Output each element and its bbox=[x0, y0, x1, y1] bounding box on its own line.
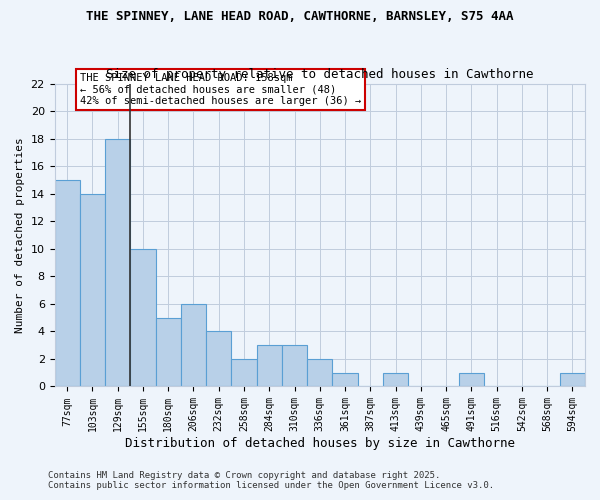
Bar bbox=[155, 318, 181, 386]
Bar bbox=[181, 304, 206, 386]
Y-axis label: Number of detached properties: Number of detached properties bbox=[15, 137, 25, 333]
Bar bbox=[560, 372, 585, 386]
Bar bbox=[383, 372, 408, 386]
Text: THE SPINNEY, LANE HEAD ROAD, CAWTHORNE, BARNSLEY, S75 4AA: THE SPINNEY, LANE HEAD ROAD, CAWTHORNE, … bbox=[86, 10, 514, 23]
Bar bbox=[55, 180, 80, 386]
Bar bbox=[232, 359, 257, 386]
Bar bbox=[458, 372, 484, 386]
Bar bbox=[332, 372, 358, 386]
Text: Contains HM Land Registry data © Crown copyright and database right 2025.
Contai: Contains HM Land Registry data © Crown c… bbox=[48, 470, 494, 490]
X-axis label: Distribution of detached houses by size in Cawthorne: Distribution of detached houses by size … bbox=[125, 437, 515, 450]
Bar bbox=[80, 194, 105, 386]
Bar bbox=[307, 359, 332, 386]
Bar bbox=[206, 332, 232, 386]
Title: Size of property relative to detached houses in Cawthorne: Size of property relative to detached ho… bbox=[106, 68, 533, 81]
Bar bbox=[105, 138, 130, 386]
Bar bbox=[282, 345, 307, 387]
Bar bbox=[130, 249, 155, 386]
Text: THE SPINNEY LANE HEAD ROAD: 158sqm
← 56% of detached houses are smaller (48)
42%: THE SPINNEY LANE HEAD ROAD: 158sqm ← 56%… bbox=[80, 73, 361, 106]
Bar bbox=[257, 345, 282, 387]
